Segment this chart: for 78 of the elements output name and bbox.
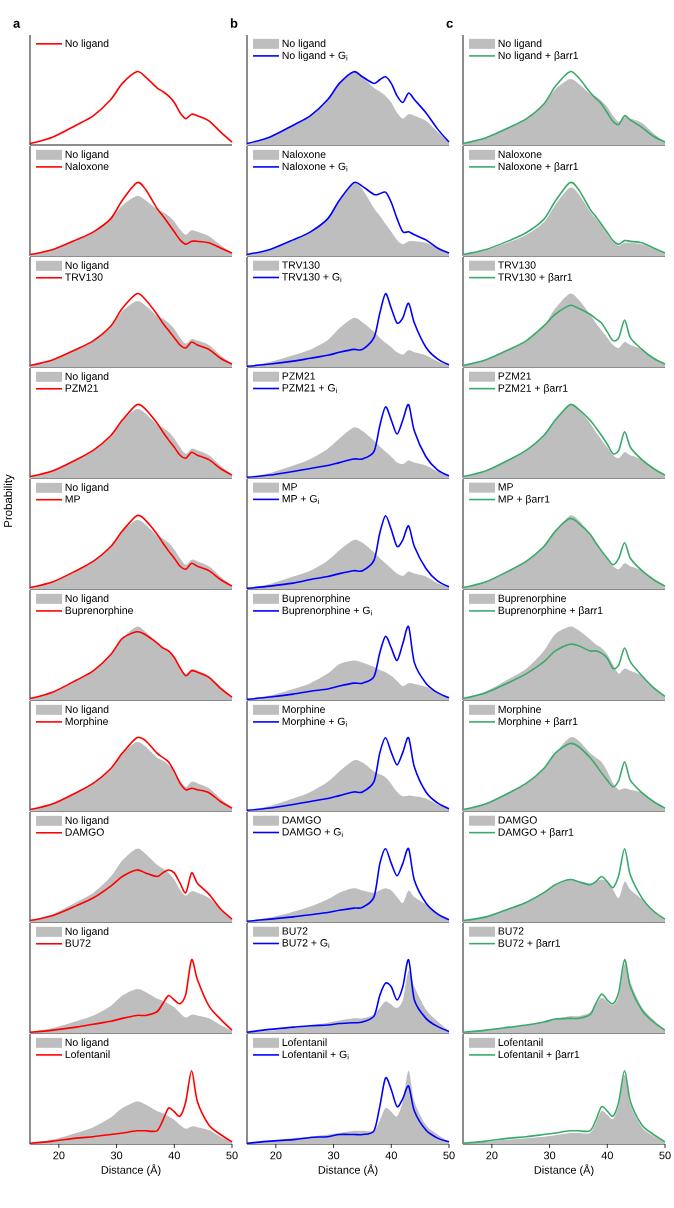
legend-label: BU72 [498, 927, 524, 935]
legend-label: DAMGO [65, 828, 104, 836]
legend-label: No ligand [65, 39, 109, 50]
legend-label: Naloxone + βarr1 [498, 162, 578, 173]
legend-label: DAMGO [498, 816, 537, 824]
legend-label: Buprenorphine [65, 606, 133, 617]
legend-label: TRV130 + βarr1 [497, 273, 572, 283]
legend-label: MP + G$_{i}$ [282, 494, 319, 504]
x-tick-label: 40 [601, 1151, 613, 1160]
legend-label: No ligand [65, 594, 109, 605]
legend-label: Naloxone + G$_{i}$ [282, 162, 348, 172]
x-tick-label: 20 [486, 1151, 498, 1160]
x-tick-label: 20 [53, 1151, 65, 1160]
legend-label: MP [65, 495, 80, 503]
legend-label: MP [498, 483, 513, 491]
legend-label: MP [282, 483, 297, 491]
legend-label: MP + βarr1 [498, 494, 550, 505]
legend-label: BU72 + βarr1 [498, 939, 560, 949]
x-tick-label: 20 [270, 1151, 282, 1160]
legend-label: Naloxone [498, 150, 542, 158]
legend-label: No ligand [65, 150, 109, 161]
legend-label: Buprenorphine + βarr1 [498, 606, 603, 617]
legend-label: No ligand [65, 927, 109, 938]
legend-label: No ligand + G$_{i}$ [282, 51, 348, 62]
legend-label: DAMGO + G$_{i}$ [282, 828, 343, 838]
x-axis-title: Distance (Å) [534, 1164, 594, 1176]
legend-label: BU72 [65, 939, 91, 947]
legend-label: No ligand + βarr1 [498, 51, 578, 62]
legend-label: Morphine + βarr1 [498, 717, 578, 728]
legend-label: PZM21 [65, 384, 98, 392]
legend-label: BU72 [282, 927, 308, 935]
legend-label: PZM21 + βarr1 [498, 384, 568, 394]
x-axis-title: Distance (Å) [101, 1164, 161, 1176]
legend-label: TRV130 [281, 261, 320, 269]
legend-label: No ligand [282, 39, 326, 50]
legend-label: PZM21 + G$_{i}$ [282, 384, 337, 394]
legend-label: Naloxone [282, 150, 326, 158]
legend-label: Buprenorphine [498, 594, 566, 605]
legend-label: No ligand [65, 372, 109, 383]
x-tick-label: 40 [385, 1151, 397, 1160]
legend-label: Lofentanil [282, 1038, 327, 1046]
legend-label: Morphine + G$_{i}$ [282, 717, 347, 728]
chart-title: b [230, 18, 238, 28]
x-tick-label: 30 [327, 1151, 340, 1160]
x-axis-title: Distance (Å) [318, 1164, 378, 1176]
legend-label: DAMGO + βarr1 [498, 828, 574, 838]
legend-label: No ligand [65, 705, 109, 716]
legend-label: DAMGO [282, 816, 321, 824]
legend-label: Lofentanil + G$_{i}$ [282, 1050, 349, 1060]
legend-label: Naloxone [65, 162, 109, 171]
legend-label: No ligand [65, 483, 109, 494]
legend-label: No ligand [65, 261, 109, 272]
legend-label: No ligand [65, 1038, 109, 1049]
legend-label: PZM21 [282, 372, 315, 380]
legend-label: Buprenorphine + G$_{i}$ [282, 606, 372, 617]
legend-label: Morphine [498, 705, 541, 716]
x-tick-label: 50 [659, 1151, 671, 1160]
y-axis-title: Probability [3, 474, 15, 527]
x-tick-label: 50 [443, 1151, 455, 1160]
legend-label: TRV130 [497, 261, 536, 269]
legend-label: Morphine [65, 717, 108, 728]
x-tick-label: 50 [226, 1151, 238, 1160]
legend-label: No ligand [498, 39, 542, 50]
legend-label: BU72 + G$_{i}$ [282, 939, 329, 949]
legend-label: TRV130 [64, 273, 103, 281]
x-tick-label: 40 [168, 1151, 180, 1160]
legend-label: PZM21 [498, 372, 531, 380]
x-tick-label: 30 [110, 1151, 123, 1160]
chart-title: c [446, 20, 453, 28]
legend-label: Lofentanil [65, 1050, 110, 1059]
legend-label: No ligand [65, 816, 109, 827]
legend-label: TRV130 + G$_{i}$ [281, 273, 342, 283]
x-tick-label: 30 [543, 1151, 556, 1160]
legend-label: Morphine [282, 705, 325, 716]
legend-label: Buprenorphine [282, 594, 350, 605]
legend-label: Lofentanil [498, 1038, 543, 1046]
legend-label: Lofentanil + βarr1 [498, 1050, 579, 1061]
chart-title: a [13, 20, 21, 28]
